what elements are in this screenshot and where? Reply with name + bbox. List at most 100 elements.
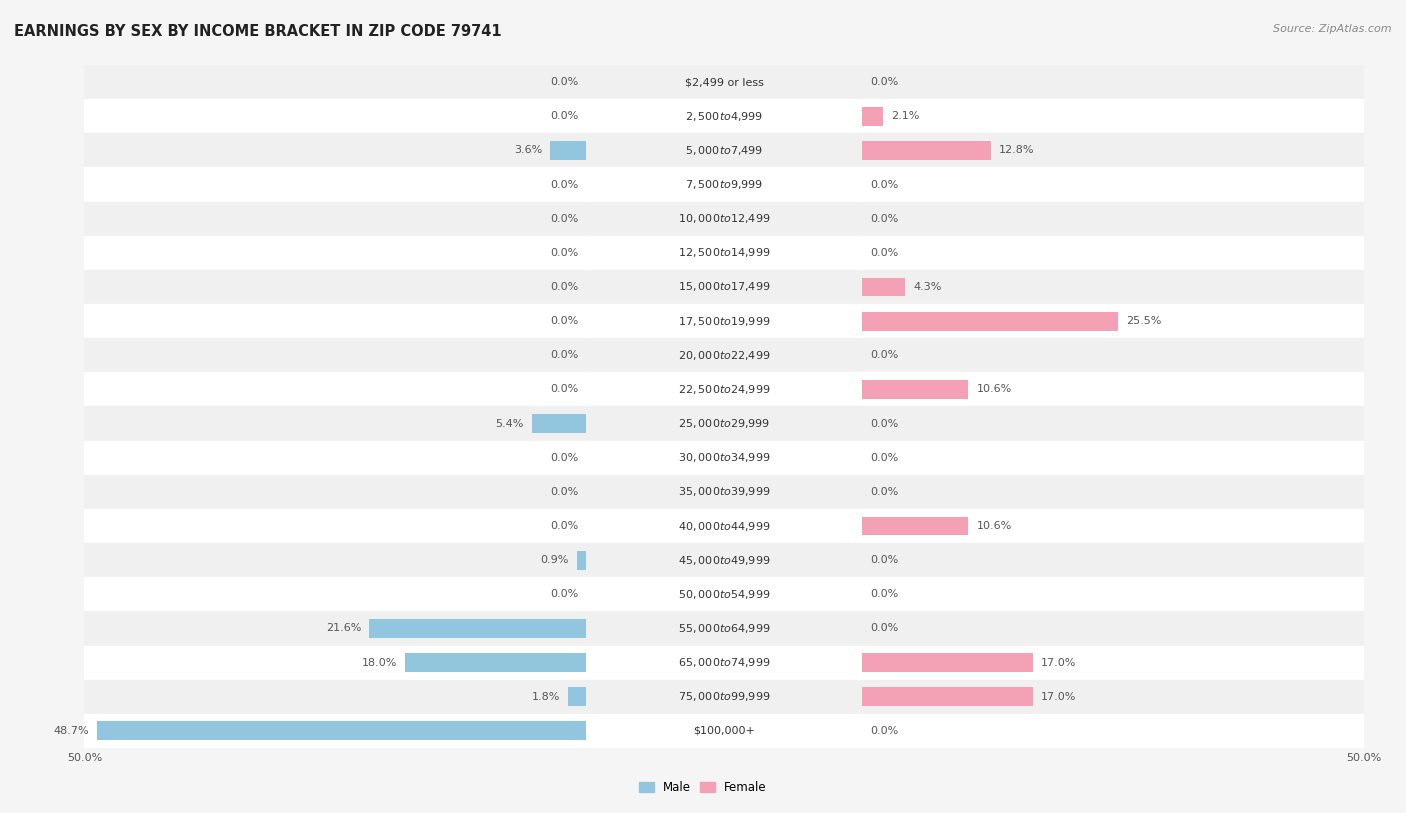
Text: $65,000 to $74,999: $65,000 to $74,999 <box>678 656 770 669</box>
Text: 18.0%: 18.0% <box>363 658 398 667</box>
Text: $55,000 to $64,999: $55,000 to $64,999 <box>678 622 770 635</box>
Bar <box>84 406 586 441</box>
Bar <box>586 680 862 714</box>
Bar <box>862 406 1364 441</box>
Bar <box>586 65 862 99</box>
Text: 0.0%: 0.0% <box>870 555 898 565</box>
Bar <box>84 270 586 304</box>
Bar <box>862 441 1364 475</box>
Bar <box>586 577 862 611</box>
Bar <box>84 338 586 372</box>
Text: 0.0%: 0.0% <box>870 214 898 224</box>
Bar <box>84 441 586 475</box>
Text: 0.9%: 0.9% <box>541 555 569 565</box>
Text: EARNINGS BY SEX BY INCOME BRACKET IN ZIP CODE 79741: EARNINGS BY SEX BY INCOME BRACKET IN ZIP… <box>14 24 502 39</box>
Text: 21.6%: 21.6% <box>326 624 361 633</box>
Bar <box>862 107 883 126</box>
Text: 0.0%: 0.0% <box>870 350 898 360</box>
Text: 0.0%: 0.0% <box>870 248 898 258</box>
Text: 3.6%: 3.6% <box>513 146 541 155</box>
Text: $40,000 to $44,999: $40,000 to $44,999 <box>678 520 770 533</box>
Bar <box>586 202 862 236</box>
Bar <box>84 202 586 236</box>
Bar <box>84 133 586 167</box>
Bar <box>84 65 586 99</box>
Text: $10,000 to $12,499: $10,000 to $12,499 <box>678 212 770 225</box>
Bar <box>862 141 990 160</box>
Text: 0.0%: 0.0% <box>550 282 578 292</box>
Text: 0.0%: 0.0% <box>550 214 578 224</box>
Bar <box>862 338 1364 372</box>
Bar <box>862 687 1032 706</box>
Text: $25,000 to $29,999: $25,000 to $29,999 <box>678 417 770 430</box>
Text: 0.0%: 0.0% <box>550 589 578 599</box>
Bar <box>84 646 586 680</box>
Text: 0.0%: 0.0% <box>870 726 898 736</box>
Bar <box>586 338 862 372</box>
Bar <box>862 611 1364 646</box>
Text: 10.6%: 10.6% <box>977 521 1012 531</box>
Text: 0.0%: 0.0% <box>870 180 898 189</box>
Legend: Male, Female: Male, Female <box>634 776 772 799</box>
Bar <box>862 277 905 297</box>
Bar <box>405 653 586 672</box>
Bar <box>586 646 862 680</box>
Bar <box>862 133 1364 167</box>
Text: 1.8%: 1.8% <box>531 692 560 702</box>
Text: $2,499 or less: $2,499 or less <box>685 77 763 87</box>
Bar <box>862 270 1364 304</box>
Text: 0.0%: 0.0% <box>550 385 578 394</box>
Bar <box>586 611 862 646</box>
Text: 0.0%: 0.0% <box>870 453 898 463</box>
Text: $100,000+: $100,000+ <box>693 726 755 736</box>
Text: $2,500 to $4,999: $2,500 to $4,999 <box>685 110 763 123</box>
Text: 0.0%: 0.0% <box>870 77 898 87</box>
Bar <box>862 202 1364 236</box>
Bar <box>586 714 862 748</box>
Bar <box>576 550 586 570</box>
Text: $7,500 to $9,999: $7,500 to $9,999 <box>685 178 763 191</box>
Bar <box>84 236 586 270</box>
Text: 17.0%: 17.0% <box>1040 658 1076 667</box>
Bar <box>862 304 1364 338</box>
Bar <box>84 577 586 611</box>
Bar <box>862 516 969 536</box>
Text: 0.0%: 0.0% <box>550 316 578 326</box>
Bar <box>97 721 586 741</box>
Bar <box>862 167 1364 202</box>
Bar <box>862 99 1364 133</box>
Text: 0.0%: 0.0% <box>550 350 578 360</box>
Bar <box>84 372 586 406</box>
Bar <box>862 475 1364 509</box>
Text: 0.0%: 0.0% <box>550 248 578 258</box>
Bar <box>862 577 1364 611</box>
Text: $30,000 to $34,999: $30,000 to $34,999 <box>678 451 770 464</box>
Text: 4.3%: 4.3% <box>914 282 942 292</box>
Text: $22,500 to $24,999: $22,500 to $24,999 <box>678 383 770 396</box>
Bar <box>586 236 862 270</box>
Text: 25.5%: 25.5% <box>1126 316 1161 326</box>
Text: 0.0%: 0.0% <box>550 77 578 87</box>
Bar <box>84 714 586 748</box>
Bar <box>862 380 969 399</box>
Text: 0.0%: 0.0% <box>550 180 578 189</box>
Text: Source: ZipAtlas.com: Source: ZipAtlas.com <box>1274 24 1392 34</box>
Bar <box>586 304 862 338</box>
Bar <box>370 619 586 638</box>
Bar <box>862 65 1364 99</box>
Bar <box>84 167 586 202</box>
Text: $15,000 to $17,499: $15,000 to $17,499 <box>678 280 770 293</box>
Text: $12,500 to $14,999: $12,500 to $14,999 <box>678 246 770 259</box>
Bar <box>586 133 862 167</box>
Text: 12.8%: 12.8% <box>998 146 1033 155</box>
Bar <box>84 99 586 133</box>
Bar <box>84 611 586 646</box>
Bar <box>586 475 862 509</box>
Text: $50,000 to $54,999: $50,000 to $54,999 <box>678 588 770 601</box>
Bar <box>862 543 1364 577</box>
Text: $5,000 to $7,499: $5,000 to $7,499 <box>685 144 763 157</box>
Bar <box>550 141 586 160</box>
Bar <box>586 167 862 202</box>
Text: 5.4%: 5.4% <box>495 419 524 428</box>
Text: $45,000 to $49,999: $45,000 to $49,999 <box>678 554 770 567</box>
